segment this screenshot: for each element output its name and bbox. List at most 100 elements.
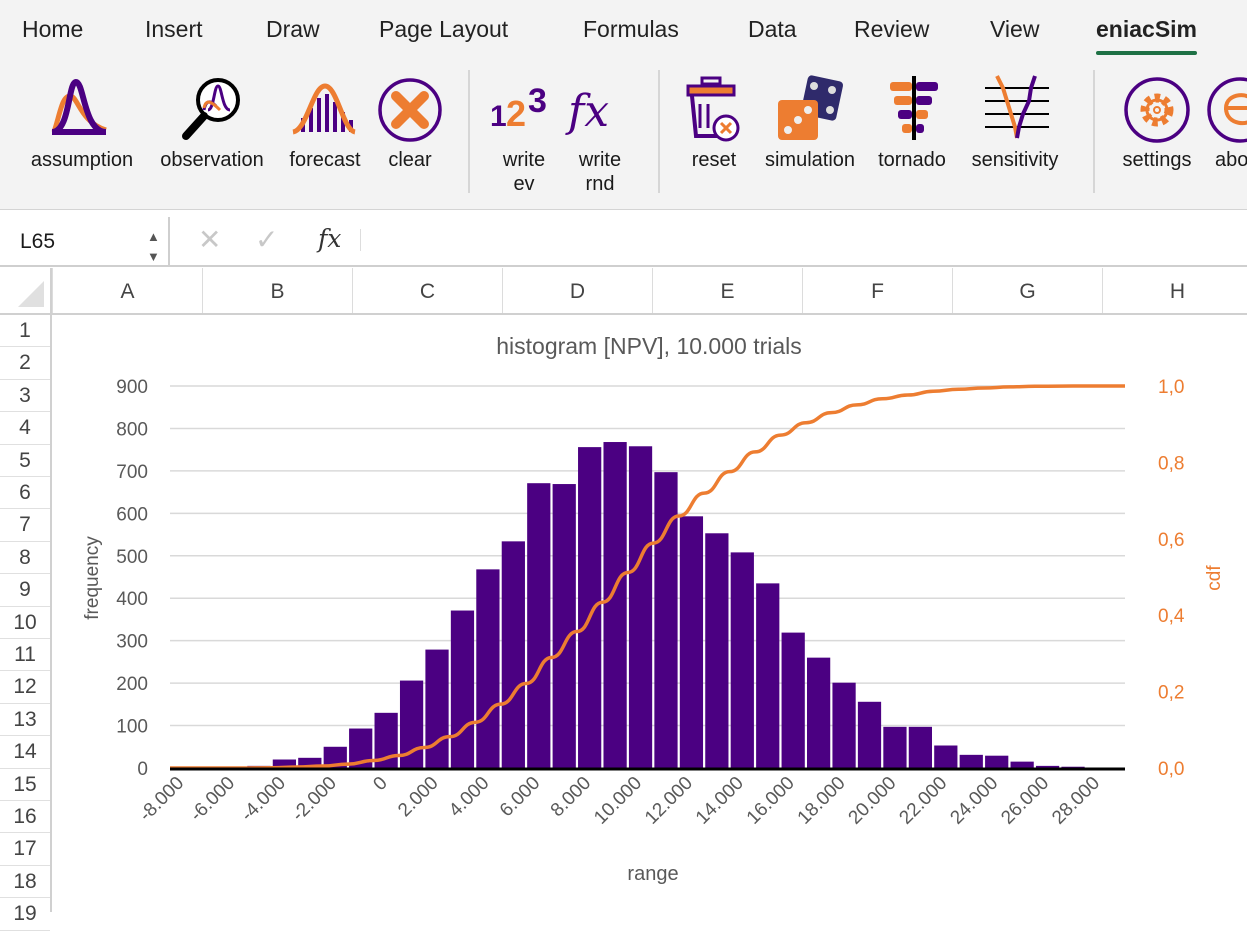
row-header-10[interactable]: 10	[0, 607, 50, 639]
x-tick-label: -6.000	[186, 773, 239, 826]
x-axis-label: range	[627, 863, 678, 885]
reset-trash-icon	[678, 74, 750, 146]
y2-axis-label: cdf	[1204, 565, 1225, 591]
y2-tick-label: 0,2	[1158, 683, 1184, 704]
y2-tick-label: 0,8	[1158, 453, 1184, 474]
x-tick-label: 0	[369, 773, 391, 795]
x-tick-label: -4.000	[237, 773, 290, 826]
histogram-bar	[1036, 766, 1059, 768]
histogram-bar	[476, 569, 499, 768]
y-tick-label: 300	[116, 632, 148, 653]
row-header-1[interactable]: 1	[0, 315, 50, 347]
formula-divider	[360, 229, 361, 251]
sensitivity-button[interactable]: sensitivity	[955, 74, 1075, 172]
row-header-3[interactable]: 3	[0, 380, 50, 412]
sensitivity-label: sensitivity	[955, 148, 1075, 172]
assumption-button[interactable]: assumption	[22, 74, 142, 172]
histogram-bar	[629, 446, 652, 768]
histogram-bar	[756, 583, 779, 768]
y2-tick-label: 1,0	[1158, 377, 1184, 398]
tab-review[interactable]: Review	[854, 16, 929, 43]
tab-home[interactable]: Home	[22, 16, 83, 43]
row-header-13[interactable]: 13	[0, 704, 50, 736]
row-header-9[interactable]: 9	[0, 574, 50, 606]
histogram-bar	[654, 472, 677, 768]
column-header-D[interactable]: D	[502, 268, 652, 313]
tornado-button[interactable]: tornado	[852, 74, 972, 172]
svg-text:1: 1	[490, 100, 507, 133]
tab-eniacsim[interactable]: eniacSim	[1096, 16, 1197, 43]
x-tick-label: -8.000	[135, 773, 188, 826]
column-header-H[interactable]: H	[1102, 268, 1247, 313]
y-tick-label: 700	[116, 462, 148, 483]
histogram-bar	[832, 683, 855, 768]
row-header-7[interactable]: 7	[0, 509, 50, 541]
row-header-6[interactable]: 6	[0, 477, 50, 509]
row-header-5[interactable]: 5	[0, 445, 50, 477]
column-header-E[interactable]: E	[652, 268, 802, 313]
cancel-icon[interactable]: ✕	[198, 223, 221, 256]
row-header-11[interactable]: 11	[0, 639, 50, 671]
histogram-bar	[425, 650, 448, 768]
tab-view[interactable]: View	[990, 16, 1039, 43]
observation-magnifier-icon	[176, 74, 248, 146]
histogram-bar	[985, 756, 1008, 768]
row-header-8[interactable]: 8	[0, 542, 50, 574]
x-tick-label: 28.000	[1048, 773, 1104, 829]
histogram-bar	[807, 658, 830, 768]
tab-data[interactable]: Data	[748, 16, 797, 43]
clear-button[interactable]: clear	[350, 74, 470, 172]
assumption-distribution-icon	[46, 74, 118, 146]
histogram-bar	[603, 442, 626, 768]
tab-formulas[interactable]: Formulas	[583, 16, 679, 43]
x-tick-label: 6.000	[496, 773, 544, 821]
column-header-C[interactable]: C	[352, 268, 502, 313]
row-header-4[interactable]: 4	[0, 412, 50, 444]
observation-button[interactable]: observation	[152, 74, 272, 172]
column-header-A[interactable]: A	[52, 268, 202, 313]
row-header-15[interactable]: 15	[0, 769, 50, 801]
observation-label: observation	[152, 148, 272, 172]
y-axis-label: frequency	[82, 536, 103, 620]
name-box-stepper[interactable]: ▲▼	[147, 227, 161, 267]
column-header-G[interactable]: G	[952, 268, 1102, 313]
column-header-B[interactable]: B	[202, 268, 352, 313]
enter-check-icon[interactable]: ✓	[255, 223, 278, 256]
tab-draw[interactable]: Draw	[266, 16, 320, 43]
tornado-chart-icon	[876, 74, 948, 146]
row-header-19[interactable]: 19	[0, 898, 50, 930]
histogram-bar	[349, 729, 372, 768]
histogram-bar	[1011, 762, 1034, 768]
tab-page-layout[interactable]: Page Layout	[379, 16, 508, 43]
y2-tick-label: 0,6	[1158, 530, 1184, 551]
x-tick-label: 24.000	[946, 773, 1002, 829]
y2-tick-label: 0,4	[1158, 606, 1185, 627]
about-button[interactable]: about	[1180, 74, 1247, 172]
row-header-16[interactable]: 16	[0, 801, 50, 833]
tornado-label: tornado	[852, 148, 972, 172]
histogram-bar	[705, 533, 728, 768]
histogram-bar	[324, 747, 347, 768]
row-header-18[interactable]: 18	[0, 866, 50, 898]
row-header-14[interactable]: 14	[0, 736, 50, 768]
y-tick-label: 100	[116, 717, 148, 738]
x-tick-label: 2.000	[394, 773, 442, 821]
y-tick-label: 800	[116, 419, 148, 440]
row-header-17[interactable]: 17	[0, 833, 50, 865]
y-tick-label: 600	[116, 504, 148, 525]
select-all-button[interactable]	[0, 268, 52, 313]
about-icon	[1204, 74, 1247, 146]
histogram-bar	[960, 755, 983, 768]
row-header-2[interactable]: 2	[0, 347, 50, 379]
tab-insert[interactable]: Insert	[145, 16, 203, 43]
ribbon-separator	[1093, 70, 1095, 193]
column-header-F[interactable]: F	[802, 268, 952, 313]
fx-icon[interactable]: fx	[318, 224, 341, 253]
name-box[interactable]: L65 ▲▼	[2, 217, 170, 267]
formula-input[interactable]	[372, 219, 1232, 259]
histogram-bar	[527, 483, 550, 768]
row-header-12[interactable]: 12	[0, 671, 50, 703]
histogram-bar	[375, 713, 398, 768]
